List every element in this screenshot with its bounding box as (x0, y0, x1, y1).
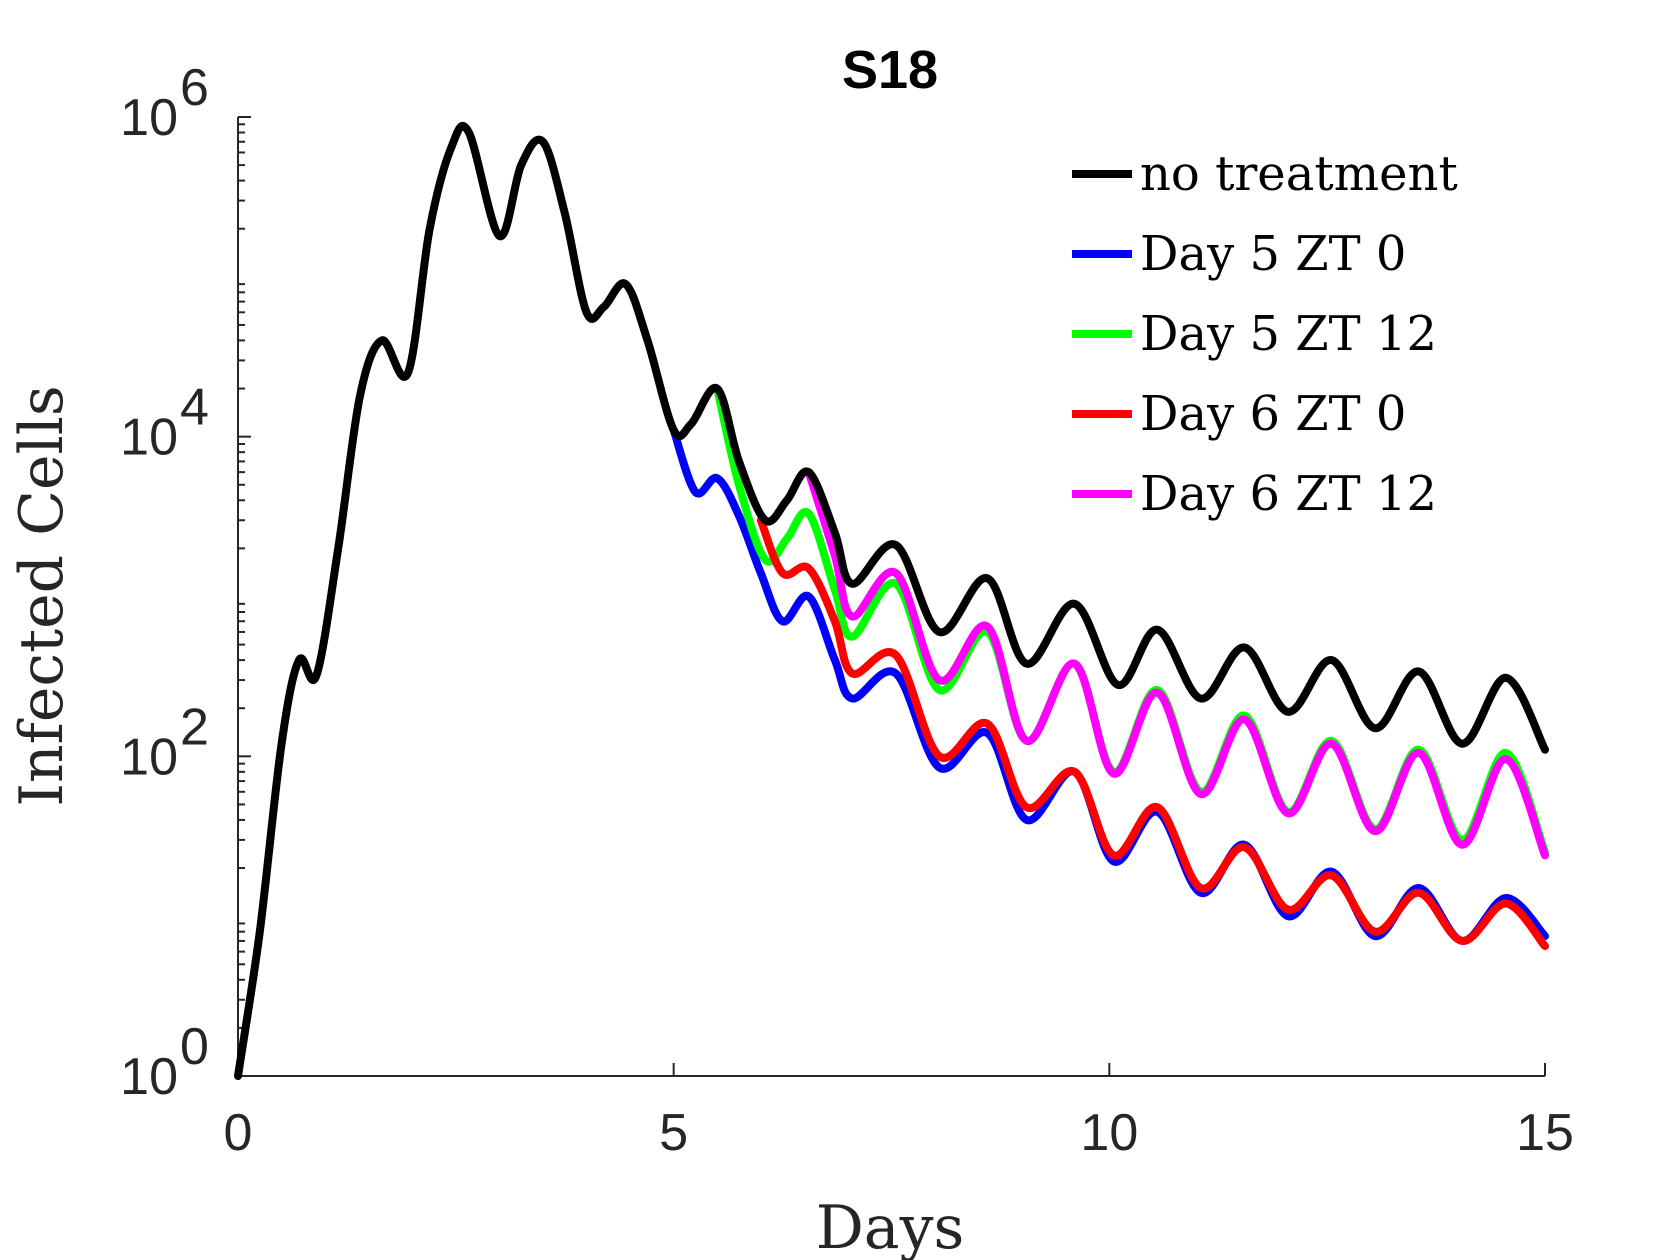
x-axis-label: Days (816, 1193, 965, 1260)
legend-label-day-5-zt-12: Day 5 ZT 12 (1140, 306, 1437, 362)
x-ticks: 0 5 10 15 (224, 1063, 1574, 1162)
legend-label-day-5-zt-0: Day 5 ZT 0 (1140, 226, 1406, 282)
y-axis-label: Infected Cells (7, 385, 77, 806)
legend-label-day-6-zt-0: Day 6 ZT 0 (1140, 386, 1406, 442)
y-tick-label-base: 10 (120, 1048, 178, 1106)
y-tick-label-exponent: 0 (180, 1018, 209, 1076)
series-group (234, 122, 1549, 1080)
y-tick-label: 10 (120, 1048, 178, 1106)
series-line-day-6-zt-0 (756, 516, 1549, 951)
y-tick-label-exponent: 4 (180, 379, 209, 437)
series-line-no-treatment (234, 122, 1549, 1080)
legend: no treatment Day 5 ZT 0 Day 5 ZT 12 Day 6 Z… (1072, 146, 1458, 522)
legend-label-day-6-zt-12: Day 6 ZT 12 (1140, 466, 1437, 522)
y-tick-label-exponent: 2 (180, 698, 209, 756)
chart-title: S18 (842, 40, 938, 100)
y-tick-label-base: 10 (120, 89, 178, 147)
y-tick-label-base: 10 (120, 728, 178, 786)
legend-label-no-treatment: no treatment (1140, 146, 1458, 202)
y-tick-label: 10 (120, 728, 178, 786)
series-line-day-6-zt-12 (804, 468, 1549, 860)
y-tick-label-exponent: 6 (180, 59, 209, 117)
x-tick-label: 15 (1516, 1104, 1574, 1162)
y-tick-label: 10 (120, 409, 178, 467)
y-tick-label-base: 10 (120, 409, 178, 467)
x-tick-label: 0 (224, 1104, 253, 1162)
x-tick-label: 10 (1080, 1104, 1138, 1162)
x-tick-label: 5 (659, 1104, 688, 1162)
axes (237, 117, 1545, 1077)
y-tick-label: 10 (120, 89, 178, 147)
